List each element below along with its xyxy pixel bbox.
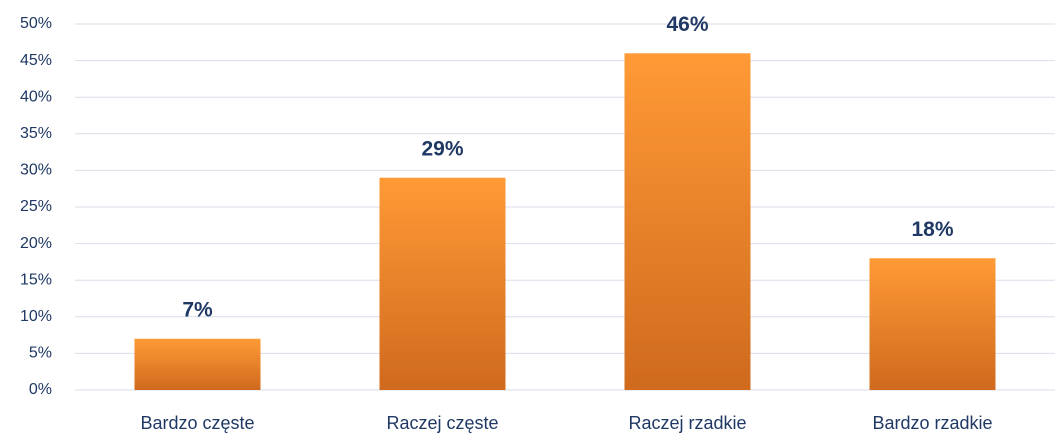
y-tick-label: 25% xyxy=(20,198,52,215)
bar xyxy=(869,258,996,390)
y-tick-label: 15% xyxy=(20,271,52,288)
value-label: 18% xyxy=(911,218,953,241)
y-tick-label: 50% xyxy=(20,15,52,32)
x-tick-label: Bardzo rzadkie xyxy=(872,413,992,433)
y-tick-label: 35% xyxy=(20,125,52,142)
value-label: 7% xyxy=(182,298,213,321)
bar xyxy=(134,338,261,390)
y-tick-label: 45% xyxy=(20,52,52,69)
x-tick-label: Raczej częste xyxy=(386,413,498,433)
y-tick-label: 5% xyxy=(29,345,52,362)
x-tick-label: Raczej rzadkie xyxy=(628,413,746,433)
value-label: 46% xyxy=(666,13,708,36)
y-tick-label: 20% xyxy=(20,235,52,252)
y-tick-label: 40% xyxy=(20,88,52,105)
bar xyxy=(379,177,506,390)
value-label: 29% xyxy=(421,137,463,160)
x-tick-label: Bardzo częste xyxy=(140,413,254,433)
bar xyxy=(624,53,751,390)
y-tick-label: 0% xyxy=(29,381,52,398)
y-tick-label: 10% xyxy=(20,308,52,325)
y-tick-label: 30% xyxy=(20,162,52,179)
